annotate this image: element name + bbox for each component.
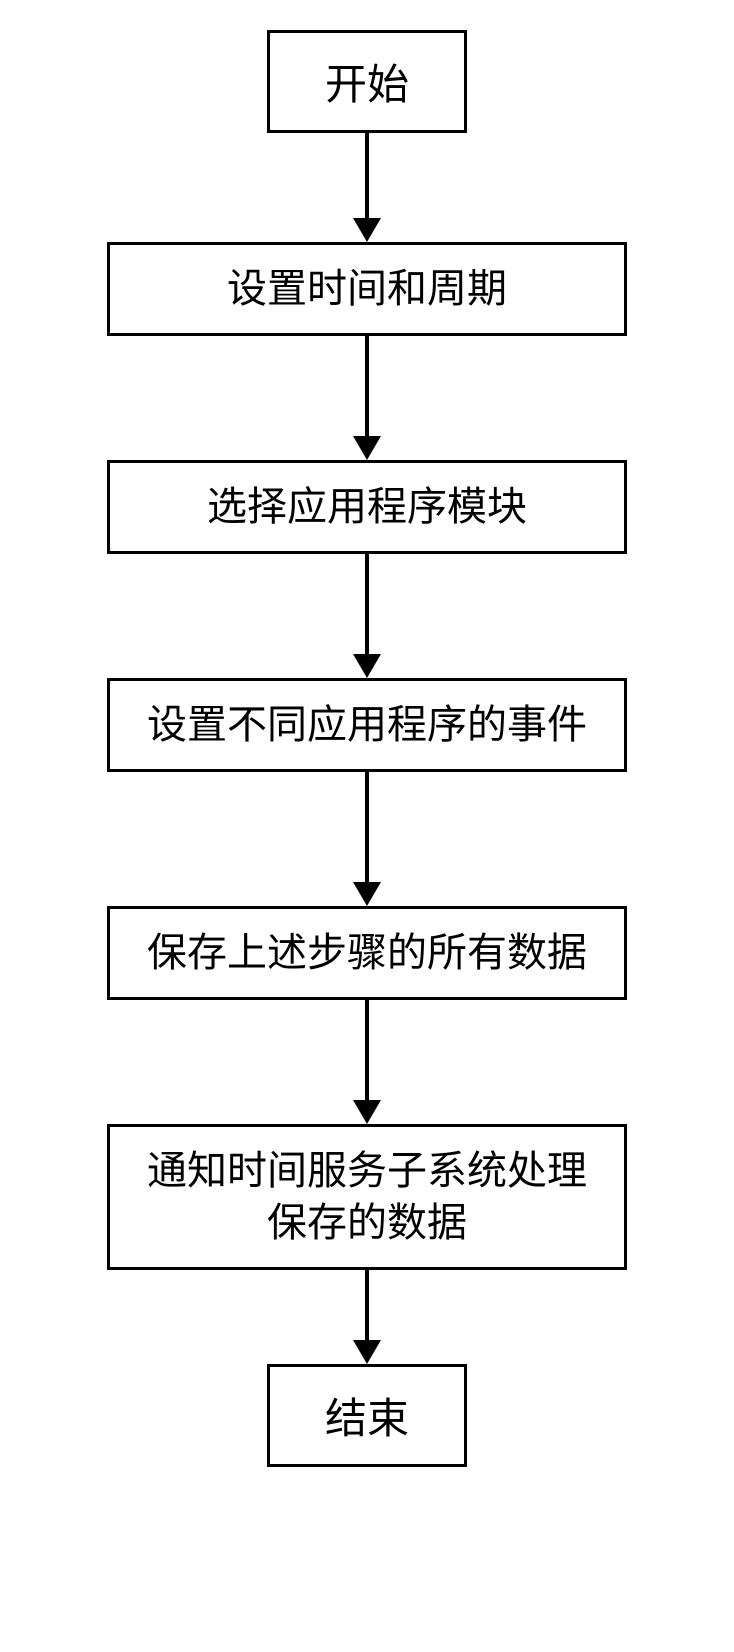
node-set-app-events: 设置不同应用程序的事件 bbox=[107, 678, 627, 772]
arrow-head-icon bbox=[353, 1340, 381, 1364]
flowchart-container: 开始 设置时间和周期 选择应用程序模块 设置不同应用程序的事件 保存上述步骤的所… bbox=[107, 30, 627, 1467]
arrow-head-icon bbox=[353, 436, 381, 460]
arrow bbox=[353, 1000, 381, 1124]
arrow-line bbox=[365, 336, 369, 436]
node-select-app-module: 选择应用程序模块 bbox=[107, 460, 627, 554]
node-label: 结束 bbox=[325, 1385, 409, 1446]
arrow-head-icon bbox=[353, 218, 381, 242]
node-label: 开始 bbox=[325, 51, 409, 112]
arrow-line bbox=[365, 772, 369, 882]
node-label: 选择应用程序模块 bbox=[207, 481, 527, 533]
arrow-line bbox=[365, 554, 369, 654]
arrow-head-icon bbox=[353, 882, 381, 906]
node-set-time-period: 设置时间和周期 bbox=[107, 242, 627, 336]
arrow-head-icon bbox=[353, 654, 381, 678]
node-label: 保存上述步骤的所有数据 bbox=[147, 927, 587, 979]
node-label: 设置不同应用程序的事件 bbox=[147, 699, 587, 751]
arrow-line bbox=[365, 1000, 369, 1100]
arrow bbox=[353, 133, 381, 242]
node-save-data: 保存上述步骤的所有数据 bbox=[107, 906, 627, 1000]
arrow bbox=[353, 772, 381, 906]
node-end: 结束 bbox=[267, 1364, 467, 1467]
arrow bbox=[353, 336, 381, 460]
arrow-line bbox=[365, 133, 369, 218]
arrow bbox=[353, 554, 381, 678]
node-start: 开始 bbox=[267, 30, 467, 133]
node-label: 通知时间服务子系统处理 保存的数据 bbox=[147, 1145, 587, 1249]
arrow-head-icon bbox=[353, 1100, 381, 1124]
node-label: 设置时间和周期 bbox=[227, 263, 507, 315]
arrow bbox=[353, 1270, 381, 1364]
arrow-line bbox=[365, 1270, 369, 1340]
node-notify-time-service: 通知时间服务子系统处理 保存的数据 bbox=[107, 1124, 627, 1270]
